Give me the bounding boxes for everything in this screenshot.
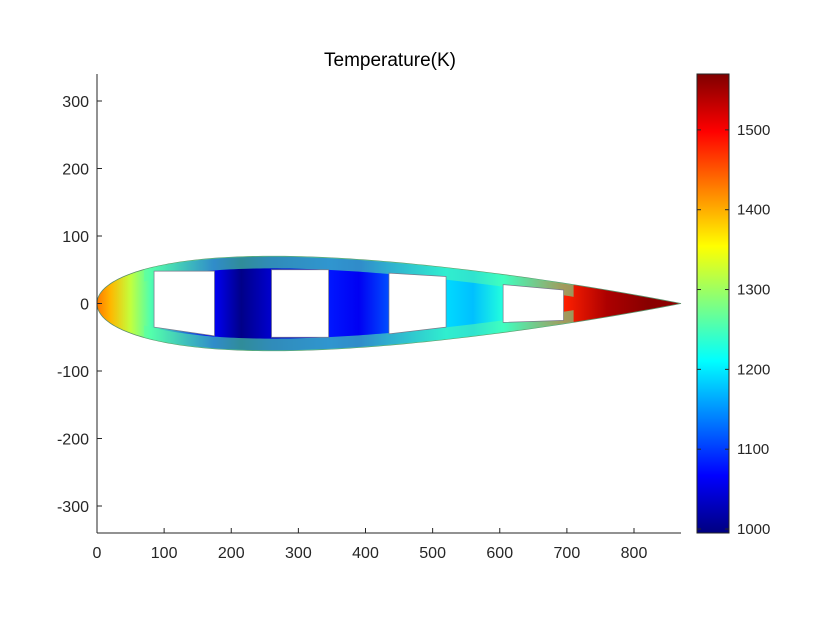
colorbar-tick-label: 1500: [737, 122, 770, 139]
cooling-passage-4: [502, 284, 564, 323]
x-tick-label: 600: [486, 545, 513, 562]
colorbar-tick-label: 1300: [737, 282, 770, 299]
y-tick-label: -300: [57, 499, 89, 516]
colorbar-tick-label: 1000: [737, 521, 770, 538]
colorbar-tick-label: 1200: [737, 361, 770, 378]
y-tick-label: 100: [62, 229, 89, 246]
x-tick-label: 400: [352, 545, 379, 562]
y-tick-label: -100: [57, 364, 89, 381]
upper-skin-band: [143, 256, 574, 297]
cooling-passage-3: [388, 272, 447, 335]
colorbar-scale: [696, 73, 730, 534]
colorbar-tick-label: 1100: [737, 441, 769, 458]
x-tick-label: 100: [151, 545, 178, 562]
y-tick-label: 300: [62, 94, 89, 111]
colorbar-tick-label: 1400: [737, 202, 770, 219]
y-tick-label: 0: [80, 297, 89, 314]
y-tick-label: 200: [62, 162, 89, 179]
x-tick-label: 500: [419, 545, 446, 562]
colorbar: 1000 1100 1200 1300 1400 1500: [696, 73, 770, 538]
lower-skin-band: [143, 310, 574, 351]
plot-area: [96, 255, 682, 352]
x-tick-label: 0: [93, 545, 102, 562]
axes: 0 100 200 300 400 500 600 700 800 300 200 100 0 -100 -…: [57, 74, 681, 562]
chart-title: Temperature(K): [324, 50, 456, 71]
x-tick-label: 800: [621, 545, 648, 562]
cooling-passage-2: [271, 269, 329, 338]
x-tick-label: 700: [554, 545, 581, 562]
x-tick-label: 300: [285, 545, 312, 562]
x-tick-label: 200: [218, 545, 245, 562]
cooling-passage-1: [153, 270, 215, 337]
y-tick-label: -200: [57, 432, 89, 449]
